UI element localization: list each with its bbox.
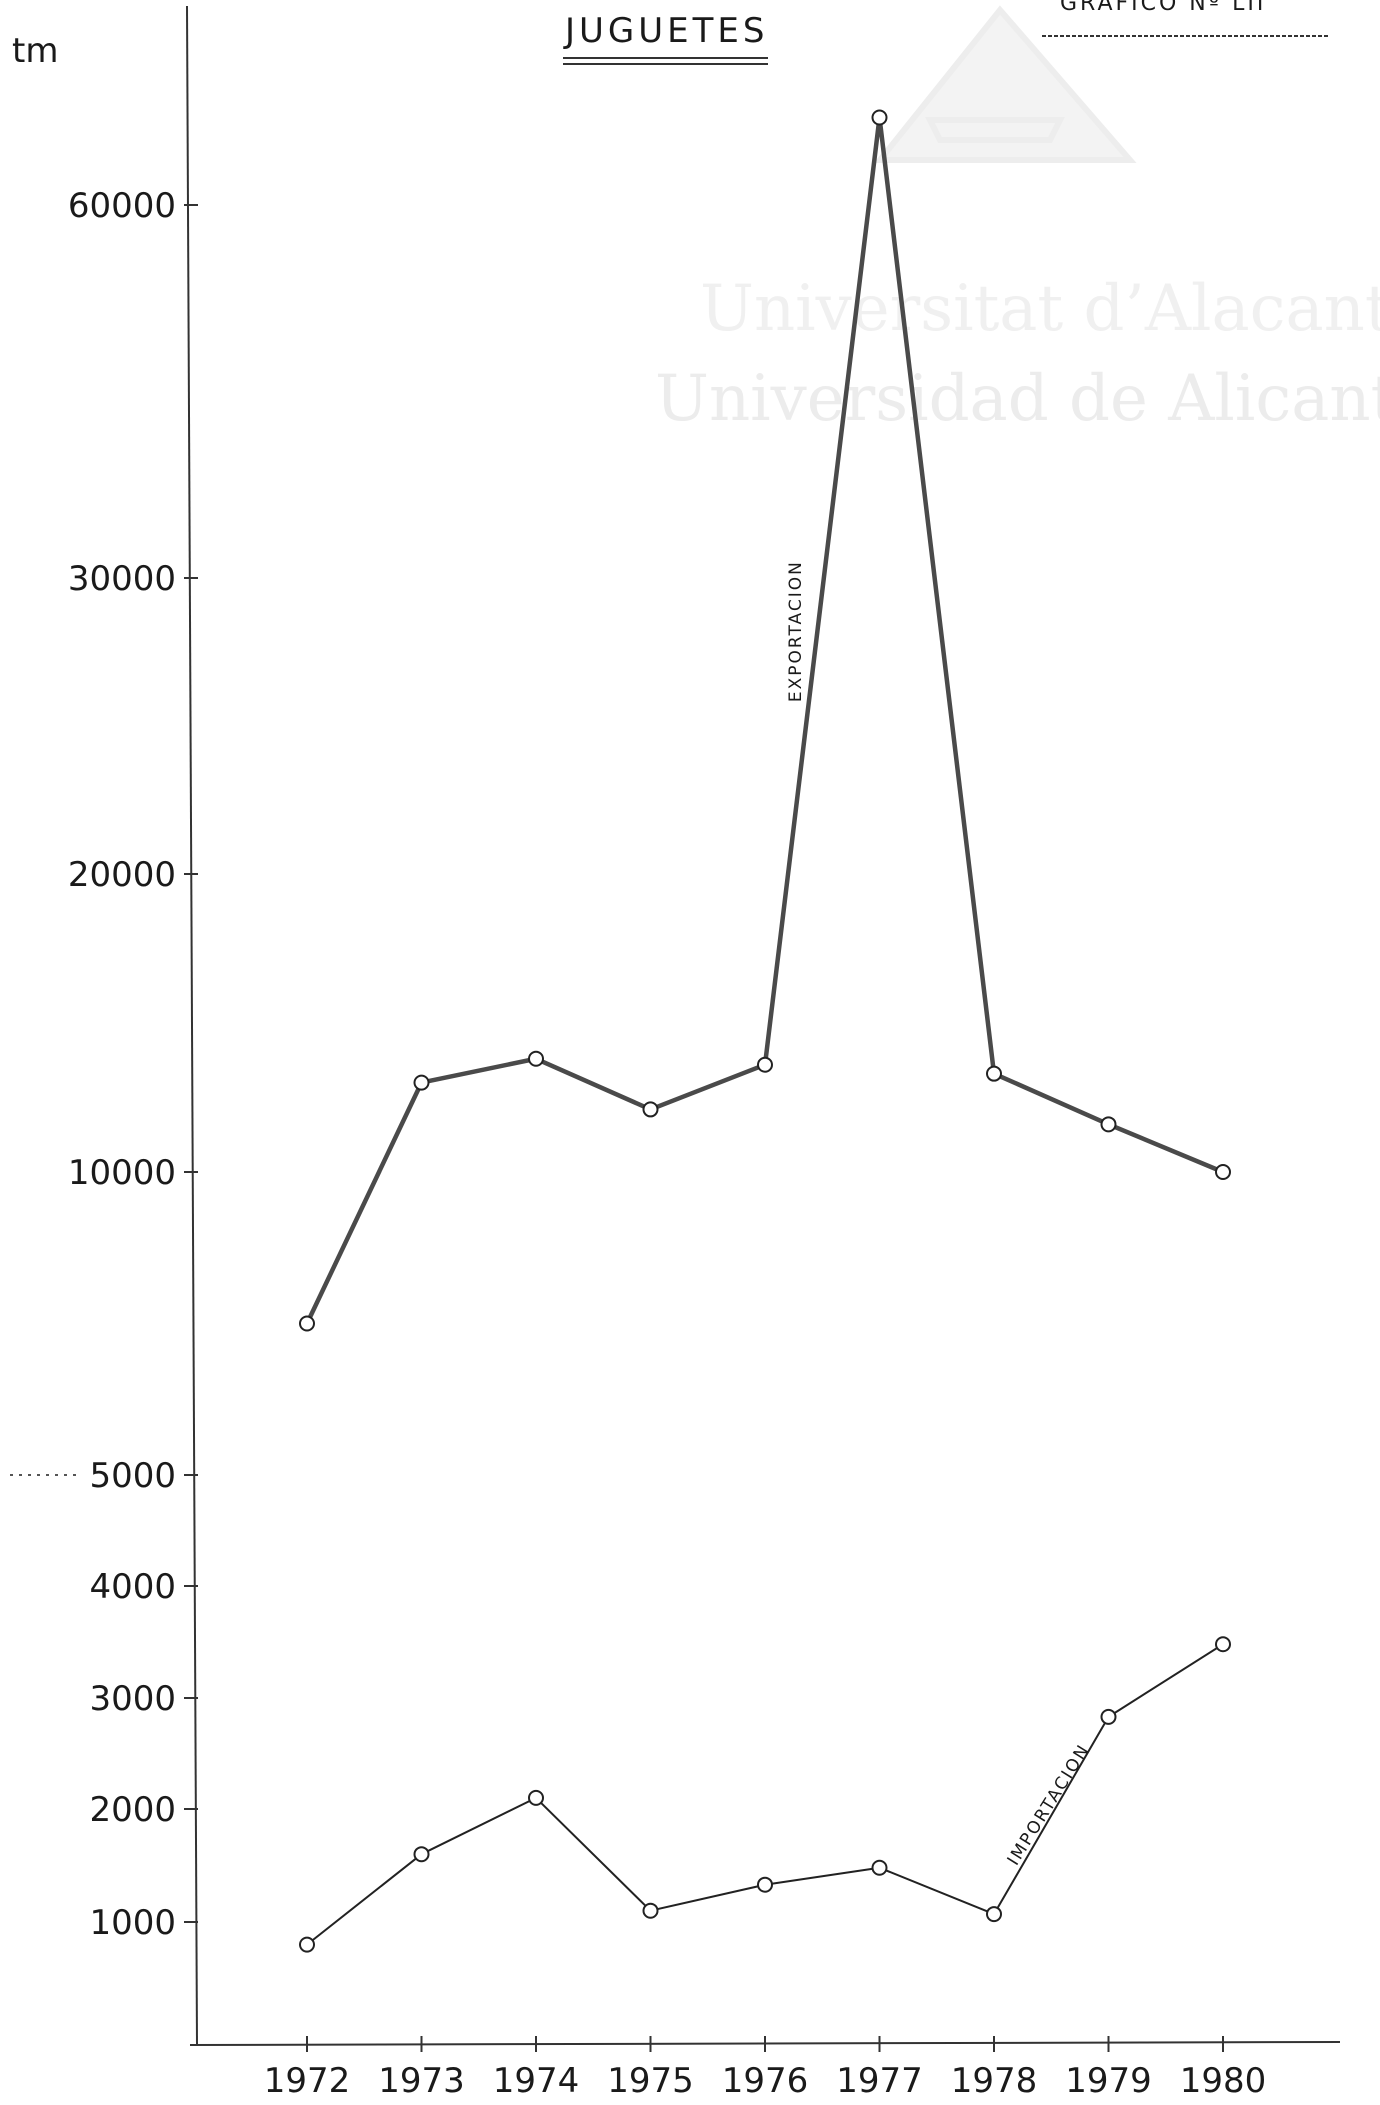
data-point <box>1215 1636 1231 1653</box>
y-tick-label: 3000 <box>89 1679 176 1719</box>
data-point <box>986 1906 1002 1923</box>
data-point <box>757 1876 773 1893</box>
series-layer <box>299 109 1231 1953</box>
data-point <box>299 1315 315 1332</box>
x-tick-label: 1973 <box>378 2061 465 2100</box>
watermark-line-2: Universidad de Alicante <box>655 362 1380 436</box>
y-tick-label: 30000 <box>68 559 176 599</box>
figure-reference: GRAFICO Nº LII <box>1060 0 1266 16</box>
y-axis <box>186 5 198 2046</box>
data-point <box>871 109 888 126</box>
series-label-exportacion: EXPORTACION <box>786 560 806 702</box>
x-tick-label: 1974 <box>493 2061 580 2100</box>
x-tick-label: 1972 <box>264 2061 351 2100</box>
y-tick-label: 20000 <box>68 855 176 895</box>
series-label-importacion: IMPORTACION <box>1004 1740 1095 1869</box>
data-point <box>528 1789 544 1806</box>
data-point <box>871 1859 888 1876</box>
watermark-line-1: Universitat d’Alacant <box>700 272 1380 346</box>
data-point <box>528 1050 544 1067</box>
watermark: Universitat d’Alacant Universidad de Ali… <box>655 5 1380 436</box>
data-point <box>413 1846 430 1863</box>
data-point <box>986 1065 1002 1082</box>
data-point <box>757 1056 773 1073</box>
y-tick-label: 1000 <box>89 1903 176 1943</box>
y-tick-label: 2000 <box>89 1790 176 1830</box>
data-point <box>1100 1708 1117 1725</box>
x-tick-label: 1980 <box>1180 2061 1267 2100</box>
chart-title: JUGUETES <box>563 11 768 51</box>
series-line-importacion <box>306 1643 1224 1946</box>
y-tick-label: 10000 <box>68 1153 176 1193</box>
data-point <box>642 1101 659 1118</box>
x-tick-label: 1979 <box>1065 2061 1152 2100</box>
series-labels-layer: EXPORTACION IMPORTACION <box>786 560 1094 1869</box>
data-point <box>299 1936 315 1953</box>
y-tick-label: 4000 <box>89 1567 176 1607</box>
y-tick-label: 5000 <box>89 1456 176 1496</box>
watermark-logo-icon <box>873 5 1137 163</box>
data-point <box>642 1902 659 1919</box>
x-tick-label: 1975 <box>607 2061 694 2100</box>
data-point <box>1100 1116 1117 1133</box>
x-tick-label: 1977 <box>836 2061 923 2100</box>
data-point <box>1215 1164 1231 1180</box>
x-tick-label: 1978 <box>951 2061 1038 2100</box>
ticks-layer: 10000 20000 30000 60000 1000 2000 3000 4000 5000… <box>68 186 1267 2101</box>
data-point <box>413 1074 430 1091</box>
y-axis-unit-label: tm <box>12 31 58 71</box>
x-tick-label: 1976 <box>722 2061 809 2100</box>
y-tick-label: 60000 <box>68 186 176 226</box>
